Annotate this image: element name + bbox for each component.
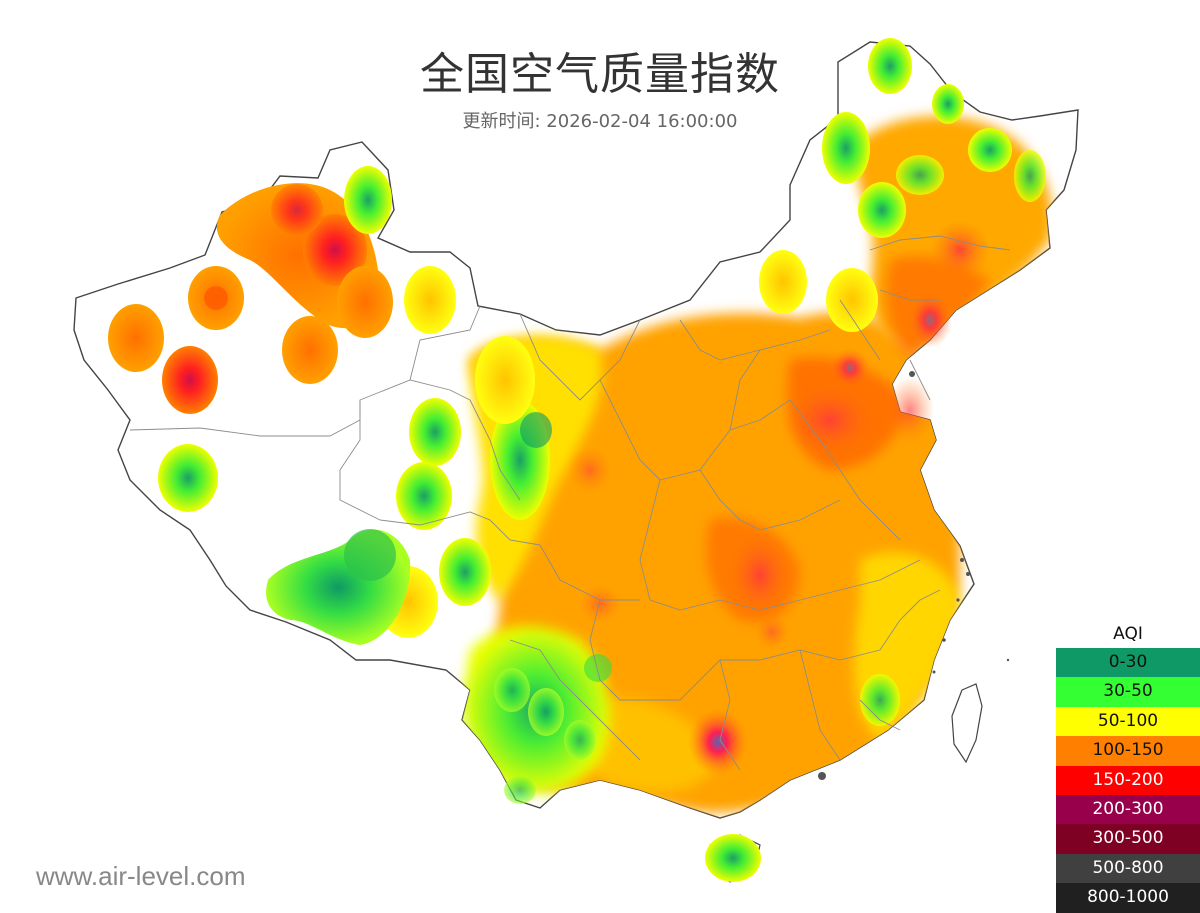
legend-item: 30-50 xyxy=(1056,677,1200,707)
aqi-legend: AQI 0-30 30-50 50-100 100-150 150-200 200-300… xyxy=(1056,620,1200,913)
legend-item: 500-800 xyxy=(1056,853,1200,884)
legend-item: 200-300 xyxy=(1056,794,1200,825)
legend-item: 150-200 xyxy=(1056,765,1200,795)
legend-title: AQI xyxy=(1113,624,1143,644)
coastline-islands xyxy=(818,371,1010,780)
aqi-station-blobs xyxy=(108,38,1046,882)
legend-item: 0-30 xyxy=(1056,648,1200,678)
legend-item: 50-100 xyxy=(1056,706,1200,737)
province-borders xyxy=(129,235,1011,771)
legend-item: 100-150 xyxy=(1056,736,1200,766)
legend-item: 800-1000 xyxy=(1056,883,1200,913)
site-watermark: www.air-level.com xyxy=(36,861,246,891)
legend-item: 300-500 xyxy=(1056,824,1200,854)
update-timestamp: 更新时间: 2026-02-04 16:00:00 xyxy=(462,111,738,132)
page-title: 全国空气质量指数 xyxy=(420,49,780,100)
